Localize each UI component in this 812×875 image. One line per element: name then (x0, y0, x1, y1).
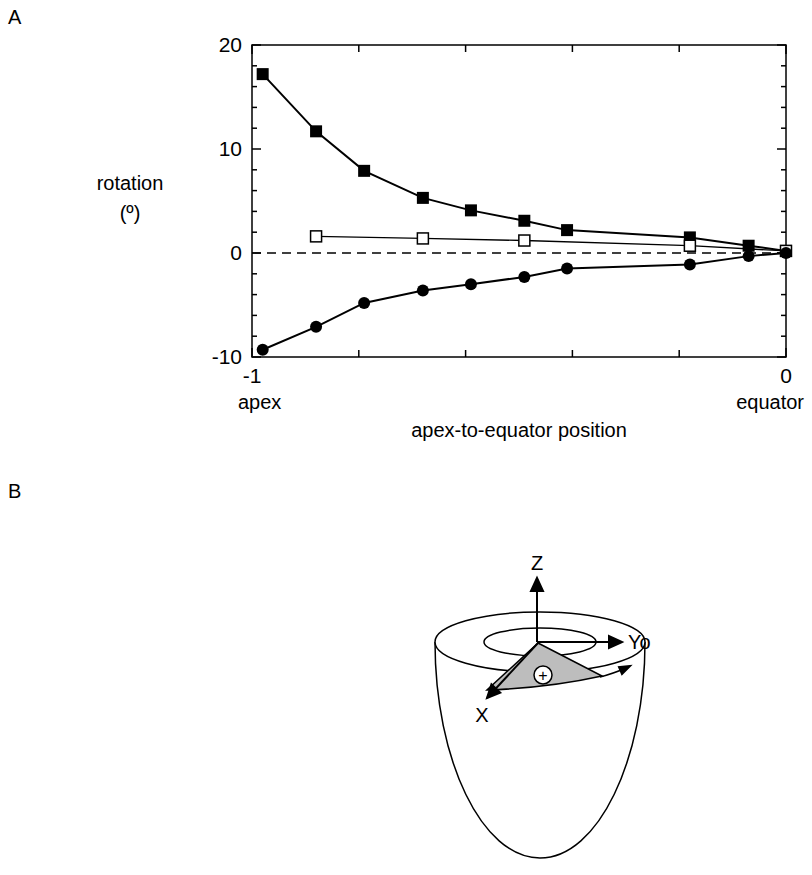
y-tick-right (777, 356, 786, 358)
series-line (263, 253, 786, 350)
y-tick (252, 356, 261, 358)
y-minor-tick-right (781, 294, 786, 296)
plot-frame (252, 45, 786, 357)
y-minor-tick (252, 169, 257, 171)
x-axis-head (487, 684, 500, 698)
point-marker (311, 231, 322, 242)
x-minor-tick (572, 350, 574, 357)
point-marker (684, 258, 696, 270)
y-minor-tick-right (781, 335, 786, 337)
y-minor-tick (252, 335, 257, 337)
point-marker (417, 233, 428, 244)
axes (252, 45, 786, 357)
y-minor-tick-right (781, 65, 786, 67)
y-minor-tick (252, 273, 257, 275)
axis-arrows (487, 578, 630, 698)
plot-data (252, 68, 792, 356)
axis-end-label: equator (736, 391, 804, 413)
x-tick (785, 348, 787, 357)
y-axis-title: rotation (97, 172, 164, 194)
panel-label: A (8, 6, 22, 28)
y-minor-tick-right (781, 127, 786, 129)
point-marker (310, 321, 322, 333)
y-tick-right (777, 44, 786, 46)
point-marker (417, 284, 429, 296)
y-minor-tick (252, 294, 257, 296)
y-minor-tick (252, 231, 257, 233)
x-tick-label: 0 (780, 364, 792, 387)
y-axis-head (609, 636, 622, 648)
x-axis (487, 643, 538, 698)
x-minor-tick-top (465, 45, 467, 52)
point-marker (257, 68, 269, 80)
x-tick-top (251, 45, 253, 54)
y-tick (252, 148, 261, 150)
point-marker (358, 165, 370, 177)
x-minor-tick (678, 350, 680, 357)
shaded-sector (487, 643, 602, 690)
point-marker (310, 125, 322, 137)
point-marker (561, 224, 573, 236)
sector-circle (534, 666, 552, 684)
point-marker (465, 278, 477, 290)
y-minor-tick-right (781, 86, 786, 88)
y-tick-label: 20 (219, 33, 242, 56)
y-minor-tick (252, 107, 257, 109)
series-line (263, 74, 786, 251)
x-axis-title: apex-to-equator position (411, 419, 627, 441)
x-minor-tick (465, 350, 467, 357)
point-marker (465, 204, 477, 216)
x-minor-tick-top (572, 45, 574, 52)
x-minor-tick-top (678, 45, 680, 52)
x-minor-tick-top (358, 45, 360, 52)
point-marker (743, 240, 755, 252)
point-marker (518, 271, 530, 283)
sector-sign: + (538, 667, 547, 684)
y-tick-label: -10 (212, 345, 242, 368)
y-axis-title: (º) (120, 202, 141, 224)
z-label: Z (531, 552, 543, 574)
y-minor-tick-right (781, 190, 786, 192)
x-tick (251, 348, 253, 357)
reference-line (252, 252, 786, 253)
point-marker (684, 240, 695, 251)
y-tick-label: 0 (230, 241, 242, 264)
point-marker (417, 192, 429, 204)
ventricle-diagram (435, 612, 645, 858)
point-marker (518, 215, 530, 227)
point-marker (358, 297, 370, 309)
y-minor-tick (252, 190, 257, 192)
series-line (316, 236, 786, 251)
point-marker (519, 235, 530, 246)
y-tick-right (777, 148, 786, 150)
x-tick-top (785, 45, 787, 54)
point-marker (743, 250, 755, 262)
x-minor-tick (358, 350, 360, 357)
y-minor-tick (252, 315, 257, 317)
x-tick-label: -1 (243, 364, 262, 387)
y-minor-tick-right (781, 315, 786, 317)
point-marker (780, 247, 792, 259)
y-minor-tick-right (781, 231, 786, 233)
y-minor-tick (252, 86, 257, 88)
y-minor-tick (252, 65, 257, 67)
circumferential-arrow-head (619, 666, 630, 674)
y-minor-tick-right (781, 169, 786, 171)
axis-end-label: apex (238, 391, 281, 413)
point-marker (257, 344, 269, 356)
y-minor-tick (252, 127, 257, 129)
y-tick-label: 10 (219, 137, 242, 160)
z-axis-head (531, 578, 543, 591)
panel-label: B (8, 480, 21, 502)
x-label: X (475, 704, 488, 726)
y-minor-tick-right (781, 211, 786, 213)
figure: A-1001020-10rotation(º)apex-to-equator p… (0, 0, 812, 875)
y-minor-tick-right (781, 273, 786, 275)
y-minor-tick (252, 211, 257, 213)
ventricle-wall (435, 642, 645, 858)
y-minor-tick-right (781, 107, 786, 109)
y-tick (252, 44, 261, 46)
y-label: Yo (628, 631, 651, 653)
point-marker (561, 263, 573, 275)
